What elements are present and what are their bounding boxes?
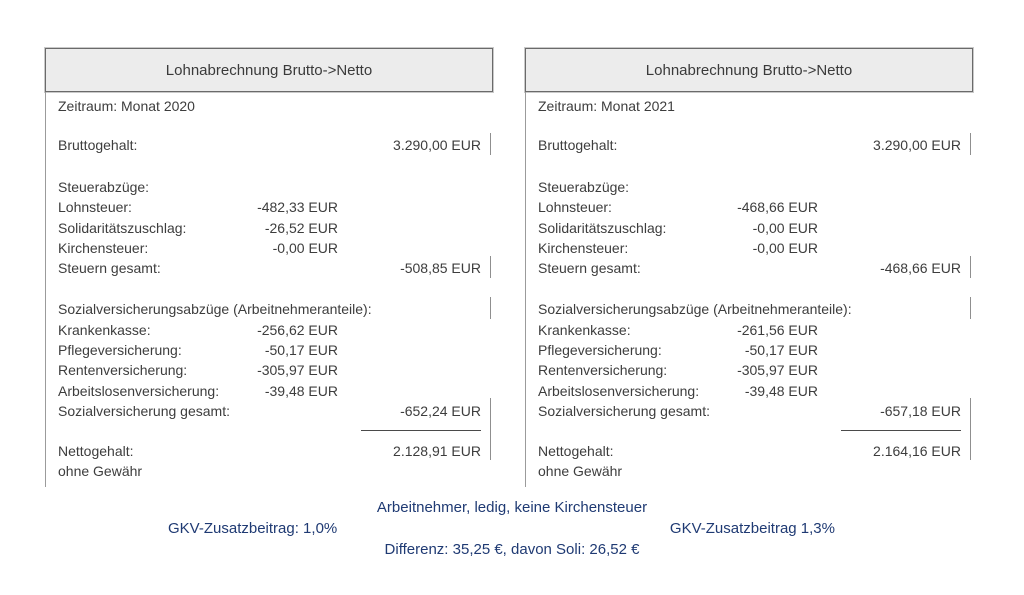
net-value: 2.128,91 EUR [393, 443, 481, 459]
tax-total-row: Steuern gesamt: -508,85 EUR [58, 258, 493, 278]
social-row-value: -305,97 EUR [257, 362, 338, 378]
gross-label: Bruttogehalt: [58, 137, 138, 153]
tax-row-value: -0,00 EUR [752, 240, 818, 256]
social-row: Arbeitslosenversicherung: -39,48 EUR [58, 381, 493, 401]
social-section-label: Sozialversicherungsabzüge (Arbeitnehmera… [538, 301, 852, 317]
tax-row: Lohnsteuer: -482,33 EUR [58, 197, 493, 217]
social-row: Rentenversicherung: -305,97 EUR [538, 360, 973, 380]
social-row-label: Arbeitslosenversicherung: [58, 383, 220, 399]
tax-total-label: Steuern gesamt: [538, 260, 641, 276]
tax-section-label: Steuerabzüge: [538, 179, 630, 195]
social-row-label: Pflegeversicherung: [58, 342, 182, 358]
cell-border-tick [970, 256, 971, 278]
net-label: Nettogehalt: [538, 443, 614, 459]
tax-total-row: Steuern gesamt: -468,66 EUR [538, 258, 973, 278]
social-row-value: -39,48 EUR [744, 383, 818, 399]
gkv-2021-note: GKV-Zusatzbeitrag 1,3% [669, 520, 835, 537]
tax-row-value: -0,00 EUR [752, 220, 818, 236]
tax-row-value: -468,66 EUR [737, 199, 818, 215]
social-total-label: Sozialversicherung gesamt: [58, 403, 230, 419]
tax-row-label: Solidaritätszuschlag: [538, 220, 667, 236]
difference-note: Differenz: 35,25 €, davon Soli: 26,52 € [384, 541, 640, 558]
tax-section-label: Steuerabzüge: [58, 179, 150, 195]
gross-value: 3.290,00 EUR [393, 137, 481, 153]
social-row-value: -256,62 EUR [257, 322, 338, 338]
tax-row-label: Lohnsteuer: [538, 199, 612, 215]
social-row-label: Rentenversicherung: [58, 362, 188, 378]
tax-row-value: -26,52 EUR [264, 220, 338, 236]
disclaimer-label: ohne Gewähr [58, 463, 143, 479]
tax-total-value: -468,66 EUR [880, 260, 961, 276]
social-row-label: Rentenversicherung: [538, 362, 668, 378]
gkv-note-line: GKV-Zusatzbeitrag: 1,0% GKV-Zusatzbeitra… [0, 518, 1024, 539]
social-total-row: Sozialversicherung gesamt: -652,24 EUR [58, 401, 493, 421]
disclaimer-label: ohne Gewähr [538, 463, 623, 479]
sum-line [841, 430, 961, 431]
tax-row-label: Solidaritätszuschlag: [58, 220, 187, 236]
social-section-label: Sozialversicherungsabzüge (Arbeitnehmera… [58, 301, 372, 317]
tax-row: Solidaritätszuschlag: -0,00 EUR [538, 218, 973, 238]
tax-total-label: Steuern gesamt: [58, 260, 161, 276]
social-row: Pflegeversicherung: -50,17 EUR [538, 340, 973, 360]
social-row: Arbeitslosenversicherung: -39,48 EUR [538, 381, 973, 401]
gross-row: Bruttogehalt: 3.290,00 EUR [538, 135, 973, 155]
social-row: Krankenkasse: -256,62 EUR [58, 320, 493, 340]
social-row-value: -50,17 EUR [744, 342, 818, 358]
tax-total-value: -508,85 EUR [400, 260, 481, 276]
cell-border-tick [970, 297, 971, 319]
social-row-label: Krankenkasse: [538, 322, 631, 338]
tax-row: Kirchensteuer: -0,00 EUR [538, 238, 973, 258]
social-total-row: Sozialversicherung gesamt: -657,18 EUR [538, 401, 973, 421]
tax-row: Kirchensteuer: -0,00 EUR [58, 238, 493, 258]
tax-row-label: Lohnsteuer: [58, 199, 132, 215]
social-row-label: Arbeitslosenversicherung: [538, 383, 700, 399]
social-row-value: -305,97 EUR [737, 362, 818, 378]
tax-row: Solidaritätszuschlag: -26,52 EUR [58, 218, 493, 238]
social-row-value: -50,17 EUR [264, 342, 338, 358]
tax-row-label: Kirchensteuer: [538, 240, 629, 256]
profile-note: Arbeitnehmer, ledig, keine Kirchensteuer [376, 499, 648, 516]
cell-border-tick [490, 256, 491, 278]
panel-body: Zeitraum: Monat 2020 Bruttogehalt: 3.290… [45, 92, 493, 487]
social-row-label: Krankenkasse: [58, 322, 151, 338]
panel-title: Lohnabrechnung Brutto->Netto [45, 48, 493, 92]
gkv-2020-note: GKV-Zusatzbeitrag: 1,0% [168, 520, 338, 537]
cell-border-tick [970, 398, 971, 460]
period-label: Zeitraum: Monat 2021 [538, 98, 675, 114]
cell-border-tick [490, 297, 491, 319]
gross-row: Bruttogehalt: 3.290,00 EUR [58, 135, 493, 155]
cell-border-tick [490, 133, 491, 155]
social-row-value: -39,48 EUR [264, 383, 338, 399]
net-row: Nettogehalt: 2.128,91 EUR [58, 441, 493, 461]
gross-label: Bruttogehalt: [538, 137, 618, 153]
payroll-panel-2021: Lohnabrechnung Brutto->Netto Zeitraum: M… [525, 48, 973, 487]
tax-row: Lohnsteuer: -468,66 EUR [538, 197, 973, 217]
annotations: Arbeitnehmer, ledig, keine Kirchensteuer… [0, 497, 1024, 560]
payroll-panel-2020: Lohnabrechnung Brutto->Netto Zeitraum: M… [45, 48, 493, 487]
net-row: Nettogehalt: 2.164,16 EUR [538, 441, 973, 461]
net-label: Nettogehalt: [58, 443, 134, 459]
cell-border-tick [490, 398, 491, 460]
social-row-label: Pflegeversicherung: [538, 342, 662, 358]
net-value: 2.164,16 EUR [873, 443, 961, 459]
social-row: Pflegeversicherung: -50,17 EUR [58, 340, 493, 360]
tax-row-value: -0,00 EUR [272, 240, 338, 256]
cell-border-tick [970, 133, 971, 155]
tax-row-label: Kirchensteuer: [58, 240, 149, 256]
gross-value: 3.290,00 EUR [873, 137, 961, 153]
period-label: Zeitraum: Monat 2020 [58, 98, 195, 114]
panel-title: Lohnabrechnung Brutto->Netto [525, 48, 973, 92]
social-total-value: -652,24 EUR [400, 403, 481, 419]
social-row: Krankenkasse: -261,56 EUR [538, 320, 973, 340]
social-total-value: -657,18 EUR [880, 403, 961, 419]
sum-line [361, 430, 481, 431]
social-row: Rentenversicherung: -305,97 EUR [58, 360, 493, 380]
panel-body: Zeitraum: Monat 2021 Bruttogehalt: 3.290… [525, 92, 973, 487]
social-total-label: Sozialversicherung gesamt: [538, 403, 710, 419]
tax-row-value: -482,33 EUR [257, 199, 338, 215]
social-row-value: -261,56 EUR [737, 322, 818, 338]
